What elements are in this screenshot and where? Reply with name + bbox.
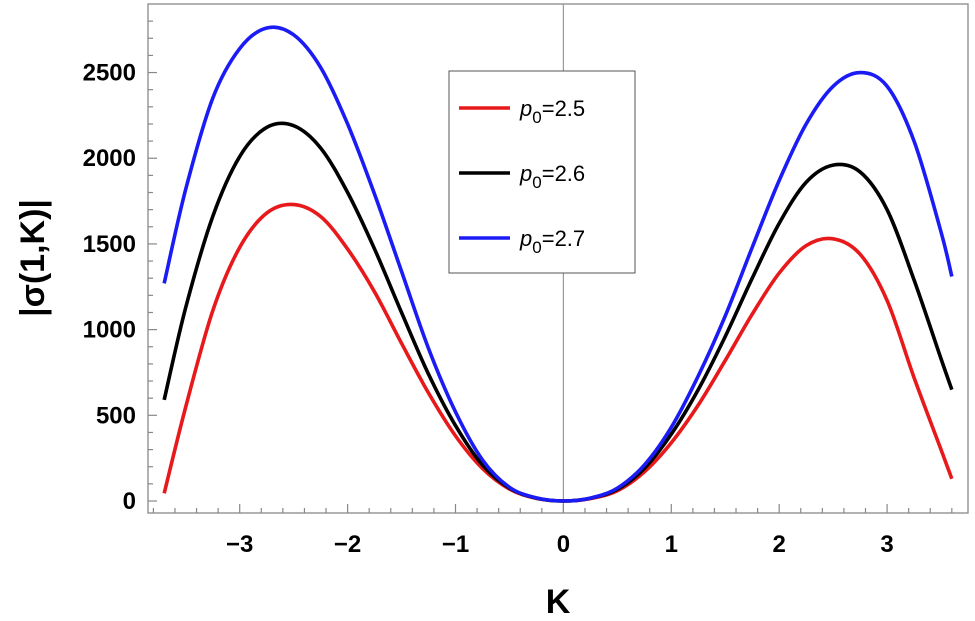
axis-ticks (148, 20, 953, 513)
x-tick-label: −1 (442, 531, 469, 558)
x-tick-label: −3 (226, 531, 253, 558)
y-tick-label: 500 (96, 402, 136, 429)
x-tick-label: −2 (334, 531, 361, 558)
legend: p0=2.5 p0=2.6 p0=2.7 (448, 70, 636, 274)
legend-label: p0=2.6 (519, 161, 585, 192)
plot-frame (147, 3, 969, 514)
y-axis-title: |σ(1,K)| (14, 199, 52, 317)
y-tick-label: 2000 (83, 145, 136, 172)
y-tick-label: 1500 (83, 231, 136, 258)
series-line-3 (162, 25, 954, 503)
x-tick-label: 2 (773, 531, 786, 558)
y-tick-labels: 0 500 1000 1500 2000 2500 (83, 60, 136, 515)
x-axis-title: K (546, 583, 571, 621)
x-tick-label: 1 (665, 531, 678, 558)
x-tick-label: 0 (557, 531, 570, 558)
series-lines (162, 25, 954, 503)
legend-label: p0=2.5 (519, 96, 585, 127)
y-tick-label: 2500 (83, 60, 136, 87)
x-tick-labels: −3 −2 −1 0 1 2 3 (226, 531, 894, 558)
y-tick-label: 1000 (83, 317, 136, 344)
x-tick-label: 3 (880, 531, 893, 558)
y-tick-label: 0 (123, 488, 136, 515)
legend-label: p0=2.7 (519, 226, 585, 257)
